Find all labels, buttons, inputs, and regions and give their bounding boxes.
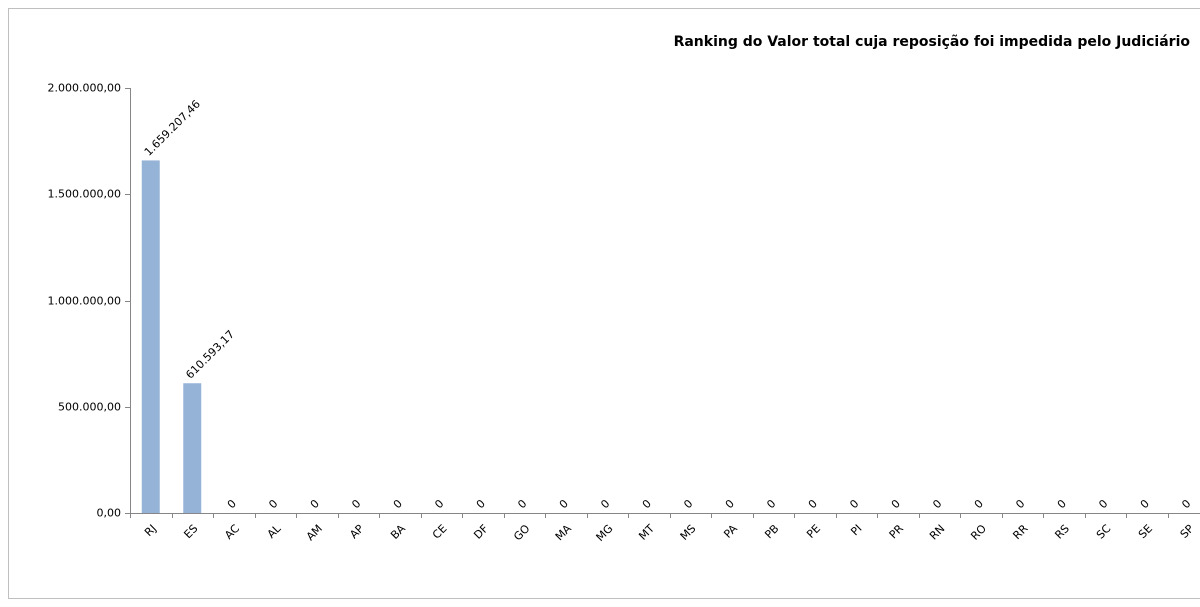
y-tick-label: 0,00	[97, 507, 122, 520]
chart-border	[8, 8, 1200, 599]
bar	[141, 160, 160, 514]
chart-title: Ranking do Valor total cuja reposição fo…	[674, 34, 1191, 50]
y-tick-label: 1.500.000,00	[48, 188, 121, 201]
y-tick-label: 1.000.000,00	[48, 295, 121, 308]
bar	[183, 383, 202, 513]
y-tick-label: 500.000,00	[58, 401, 121, 414]
y-tick-label: 2.000.000,00	[48, 82, 121, 95]
